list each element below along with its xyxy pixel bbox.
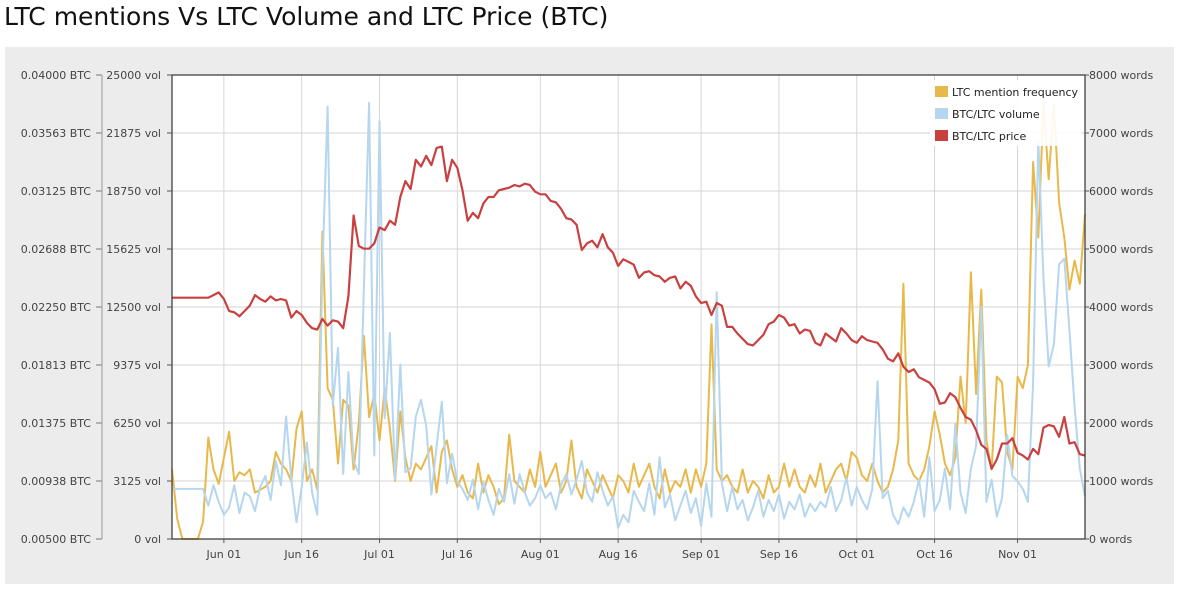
series-line-volume	[172, 101, 1086, 529]
axes: 0.00500 BTC 0 vol 0 words 0.00938 BTC 3125 v…	[21, 69, 1154, 561]
x-tick-label: Jun 16	[283, 548, 319, 561]
volume-tick-label: 9375 vol	[113, 359, 161, 372]
volume-tick-label: 6250 vol	[113, 417, 161, 430]
volume-tick-label: 15625 vol	[106, 243, 161, 256]
legend-box	[930, 80, 1081, 146]
series-line-words	[171, 103, 1086, 540]
price-tick-label: 0.00500 BTC	[21, 533, 92, 546]
x-tick-label: Nov 01	[998, 548, 1037, 561]
price-tick-label: 0.02250 BTC	[21, 301, 92, 314]
words-tick-label: 5000 words	[1089, 243, 1154, 256]
volume-tick-label: 18750 vol	[106, 185, 161, 198]
legend-swatch	[935, 108, 948, 119]
price-tick-label: 0.02688 BTC	[21, 243, 92, 256]
words-tick-label: 0 words	[1089, 533, 1133, 546]
words-tick-label: 4000 words	[1089, 301, 1154, 314]
volume-tick-label: 3125 vol	[113, 475, 161, 488]
x-tick-label: Sep 01	[682, 548, 720, 561]
legend-swatch	[935, 130, 948, 141]
x-tick-label: Aug 01	[521, 548, 560, 561]
x-tick-label: Jul 16	[441, 548, 473, 561]
price-tick-label: 0.03563 BTC	[21, 127, 92, 140]
legend-label: BTC/LTC volume	[952, 108, 1040, 121]
legend-label: LTC mention frequency	[952, 86, 1079, 99]
words-tick-label: 8000 words	[1089, 69, 1154, 82]
x-tick-label: Aug 16	[599, 548, 638, 561]
volume-tick-label: 25000 vol	[106, 69, 161, 82]
price-tick-label: 0.01813 BTC	[21, 359, 92, 372]
price-tick-label: 0.04000 BTC	[21, 69, 92, 82]
price-tick-label: 0.03125 BTC	[21, 185, 92, 198]
legend[interactable]: LTC mention frequency BTC/LTC volume BTC/L…	[930, 80, 1081, 146]
volume-tick-label: 12500 vol	[106, 301, 161, 314]
words-tick-label: 3000 words	[1089, 359, 1154, 372]
x-tick-label: Sep 16	[760, 548, 798, 561]
words-tick-label: 6000 words	[1089, 185, 1154, 198]
x-tick-label: Jul 01	[363, 548, 395, 561]
legend-label: BTC/LTC price	[952, 130, 1026, 143]
volume-tick-label: 0 vol	[134, 533, 161, 546]
legend-swatch	[935, 86, 948, 97]
words-tick-label: 2000 words	[1089, 417, 1154, 430]
x-tick-label: Jun 01	[206, 548, 242, 561]
series-line-price	[172, 145, 1086, 470]
price-tick-label: 0.01375 BTC	[21, 417, 92, 430]
x-tick-label: Oct 01	[838, 548, 875, 561]
volume-tick-label: 21875 vol	[106, 127, 161, 140]
page-title: LTC mentions Vs LTC Volume and LTC Price…	[4, 2, 609, 31]
x-tick-label: Oct 16	[916, 548, 953, 561]
series-group	[171, 101, 1086, 540]
words-tick-label: 7000 words	[1089, 127, 1154, 140]
words-tick-label: 1000 words	[1089, 475, 1154, 488]
price-tick-label: 0.00938 BTC	[21, 475, 92, 488]
